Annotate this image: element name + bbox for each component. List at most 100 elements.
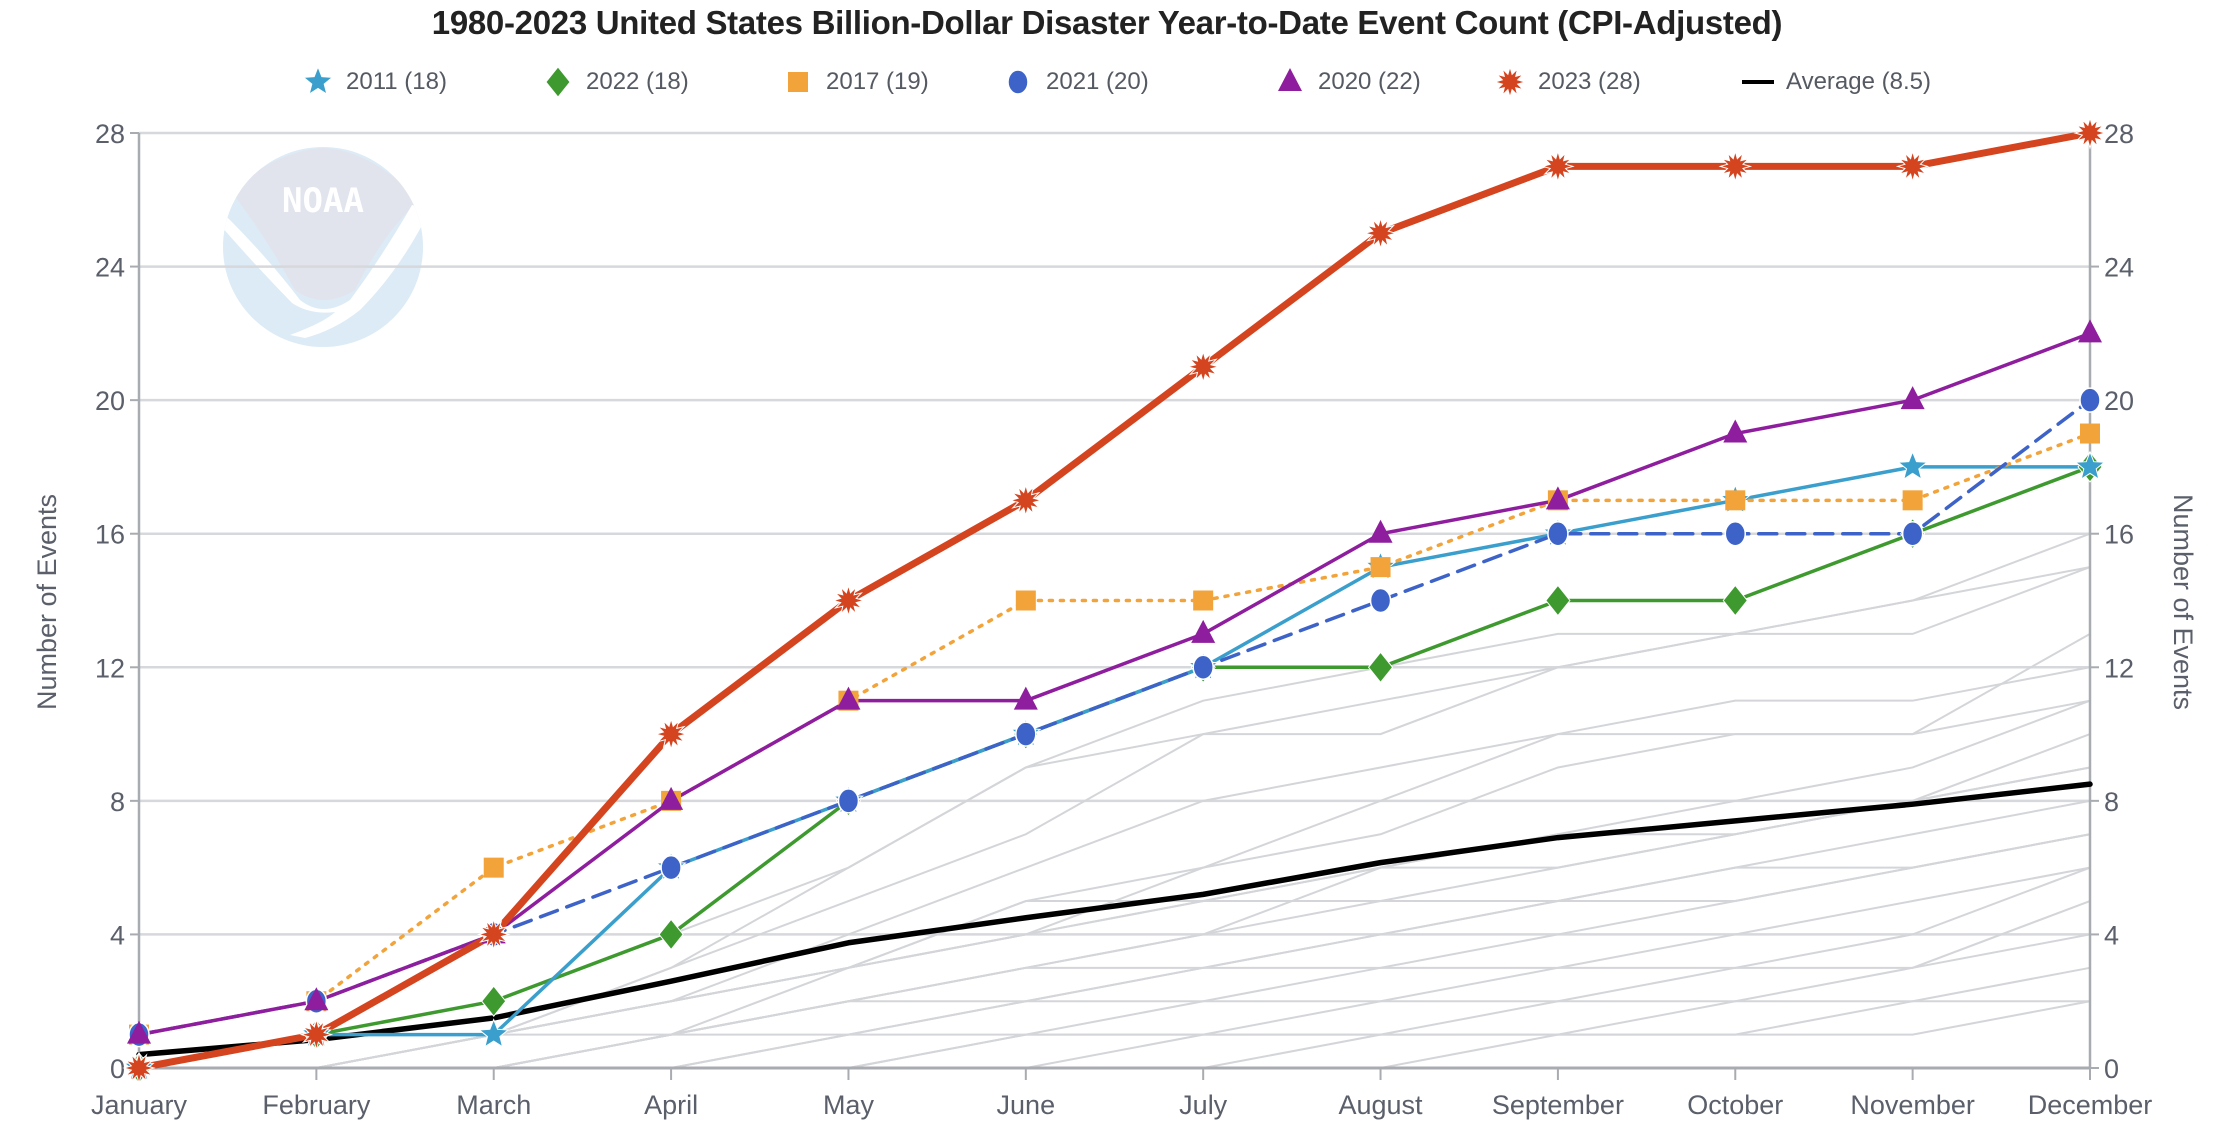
y-tick-label-left: 0 xyxy=(110,1054,125,1084)
data-point-2021 xyxy=(660,854,682,881)
legend-item-2017[interactable]: 2017 (19) xyxy=(780,62,929,102)
data-point-2020 xyxy=(304,987,329,1011)
series-line-2022 xyxy=(137,465,2092,1070)
data-point-2023 xyxy=(831,583,866,618)
y-tick-label-right: 8 xyxy=(2104,787,2119,817)
data-point-2017 xyxy=(2080,423,2100,444)
x-tick-label: May xyxy=(823,1090,875,1120)
x-tick-label: April xyxy=(644,1090,698,1120)
data-point-2020 xyxy=(1191,619,1216,643)
noaa-logo-text: NOAA xyxy=(282,181,364,221)
legend-item-average[interactable]: Average (8.5) xyxy=(1740,62,1931,102)
data-point-2021 xyxy=(837,788,860,814)
legend-marker-swatch xyxy=(302,67,334,96)
y-tick-label-left: 12 xyxy=(95,653,125,683)
data-point-2023 xyxy=(1363,216,1398,251)
diamond-icon xyxy=(545,67,571,97)
data-point-2021 xyxy=(1015,721,1037,747)
data-point-2023 xyxy=(1541,149,1575,184)
x-tick-label: August xyxy=(1339,1090,1424,1120)
series-line-2011 xyxy=(137,465,2092,1070)
legend-label: 2023 (28) xyxy=(1538,68,1641,95)
legend-label: 2017 (19) xyxy=(826,68,929,95)
data-point-2022 xyxy=(1545,584,1571,617)
data-point-2017 xyxy=(1015,590,1036,611)
data-point-2020 xyxy=(1368,519,1393,543)
legend-label: 2021 (20) xyxy=(1046,68,1149,95)
legend-label: Average (8.5) xyxy=(1786,68,1931,95)
series-line-2017 xyxy=(137,431,2092,1037)
series-markers xyxy=(122,116,2107,1085)
triangle-icon xyxy=(1278,68,1302,91)
data-point-2023 xyxy=(1895,149,1930,184)
data-point-2023 xyxy=(476,917,511,952)
series-line-2021 xyxy=(137,398,2092,1037)
burst-icon xyxy=(1493,67,1527,97)
data-point-2020 xyxy=(659,786,684,810)
y-tick-label-left: 20 xyxy=(95,386,125,416)
y-tick-label-right: 16 xyxy=(2104,520,2134,550)
y-tick-label-right: 0 xyxy=(2104,1054,2119,1084)
data-point-2022 xyxy=(481,985,507,1018)
legend-item-2021[interactable]: 2021 (20) xyxy=(1000,62,1149,102)
data-point-2023 xyxy=(1008,483,1043,518)
data-point-2017 xyxy=(483,857,504,878)
y-tick-label-right: 28 xyxy=(2104,119,2134,149)
data-point-2021 xyxy=(1901,520,1924,547)
y-tick-label-left: 4 xyxy=(110,920,125,950)
star-icon xyxy=(302,67,334,96)
x-tick-label: December xyxy=(2028,1090,2153,1120)
data-point-2023 xyxy=(654,717,688,751)
noaa-logo-bird xyxy=(223,205,423,338)
data-point-2022 xyxy=(1367,651,1394,684)
legend-item-2020[interactable]: 2020 (22) xyxy=(1272,62,1421,102)
data-point-2017 xyxy=(1193,590,1214,611)
y-tick-label-right: 20 xyxy=(2104,386,2134,416)
legend-item-2011[interactable]: 2011 (18) xyxy=(300,62,447,102)
x-tick-label: November xyxy=(1850,1090,1975,1120)
data-point-2020 xyxy=(836,686,861,710)
data-point-2021 xyxy=(1369,587,1392,614)
data-point-2011 xyxy=(1897,450,1929,481)
legend-item-2022[interactable]: 2022 (18) xyxy=(540,62,689,102)
data-point-2021 xyxy=(1192,654,1214,681)
series-line-average xyxy=(136,781,2093,1058)
data-point-2021 xyxy=(2079,387,2101,413)
data-point-2023 xyxy=(1718,149,1753,184)
x-tick-label: October xyxy=(1687,1090,1783,1120)
data-point-2023 xyxy=(2073,116,2107,150)
data-point-2021 xyxy=(1724,520,1747,547)
legend-marker-swatch xyxy=(788,72,808,92)
x-tick-label: January xyxy=(91,1090,188,1120)
noaa-logo-watermark: NOAA xyxy=(223,147,423,347)
x-tick-label: September xyxy=(1492,1090,1624,1120)
x-tick-label: February xyxy=(262,1090,371,1120)
data-point-2022 xyxy=(658,918,684,951)
series-lines xyxy=(135,129,2094,1072)
legend-marker-swatch xyxy=(545,67,571,97)
legend-label: 2011 (18) xyxy=(346,68,447,95)
x-tick-label: June xyxy=(997,1090,1056,1120)
legend-label: 2020 (22) xyxy=(1318,68,1421,95)
y-tick-label-right: 12 xyxy=(2104,653,2134,683)
y-tick-label-left: 24 xyxy=(95,253,125,283)
data-point-2020 xyxy=(1013,686,1038,710)
data-point-2020 xyxy=(1900,386,1925,410)
series-line-2020 xyxy=(137,331,2092,1037)
y-tick-label-left: 28 xyxy=(95,119,125,149)
data-point-2023 xyxy=(122,1051,156,1085)
data-point-2023 xyxy=(1186,350,1221,384)
y-axis-title-left: Number of Events xyxy=(32,494,62,710)
y-tick-label-left: 8 xyxy=(110,787,125,817)
x-tick-label: March xyxy=(456,1090,531,1120)
axes: 0 0 4 4 8 8 12 12 16 16 20 20 24 24 28 28 January Februar… xyxy=(91,119,2152,1120)
chart-title: 1980-2023 United States Billion-Dollar D… xyxy=(431,4,1783,41)
data-point-2011 xyxy=(478,1018,510,1048)
data-point-2022 xyxy=(1722,584,1748,617)
y-tick-label-left: 16 xyxy=(95,520,125,550)
other-year-line xyxy=(139,766,2091,1069)
circle-icon xyxy=(1007,69,1029,95)
legend-item-2023[interactable]: 2023 (28) xyxy=(1492,62,1641,102)
data-point-2020 xyxy=(1545,486,1570,510)
